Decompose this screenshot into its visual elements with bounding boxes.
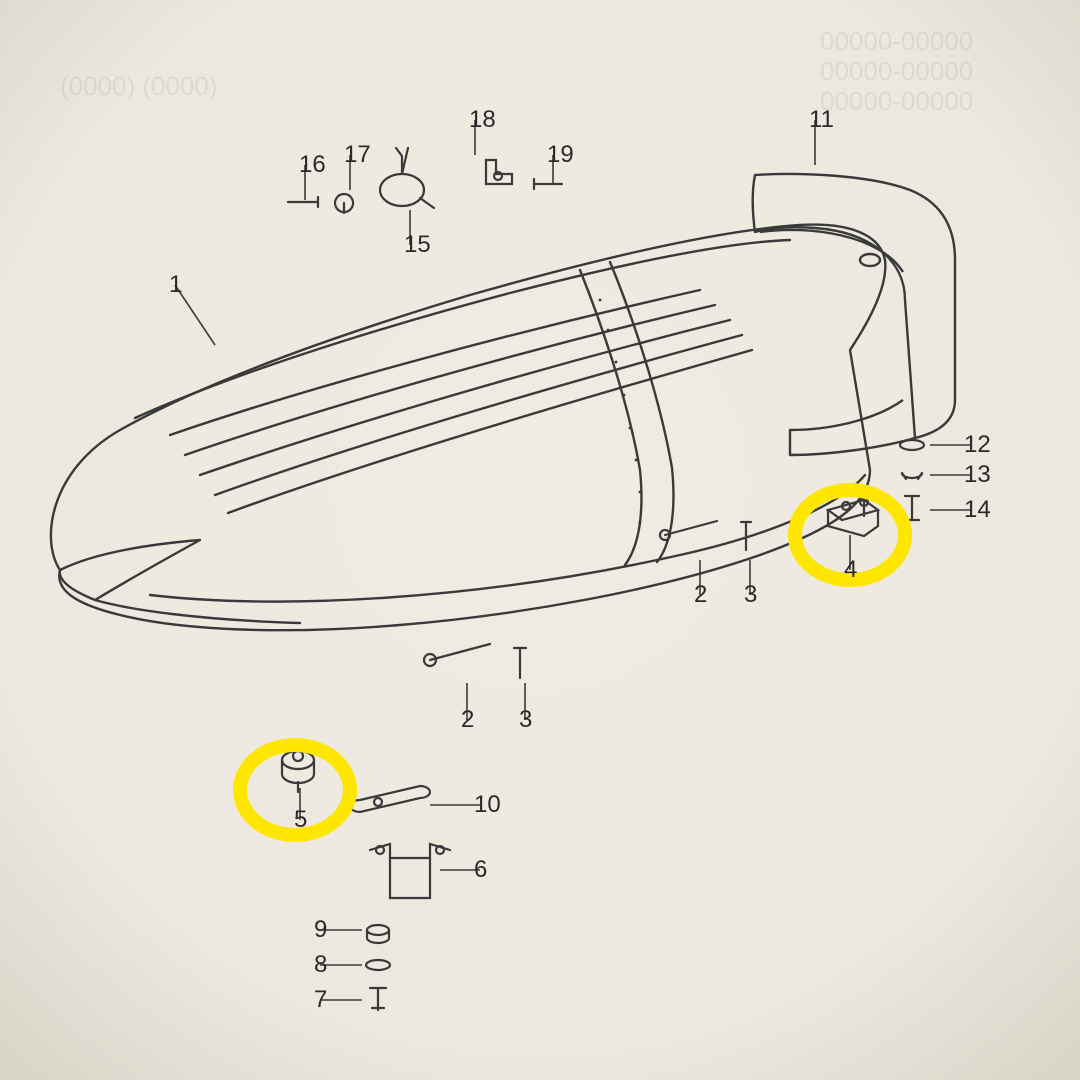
callout-3: 3 — [519, 708, 532, 732]
callout-1: 1 — [169, 273, 182, 297]
diagram-svg: 00000-00000 00000-00000 00000-00000 (000… — [0, 0, 1080, 1080]
svg-text:(0000) (0000): (0000) (0000) — [60, 71, 218, 101]
callout-7: 7 — [314, 988, 327, 1012]
callout-2: 2 — [461, 708, 474, 732]
svg-text:00000-00000: 00000-00000 — [820, 56, 973, 86]
callout-2b: 2 — [694, 583, 707, 607]
svg-text:00000-00000: 00000-00000 — [820, 26, 973, 56]
callout-16: 16 — [299, 153, 326, 177]
callout-14: 14 — [964, 498, 991, 522]
callout-3b: 3 — [744, 583, 757, 607]
callout-8: 8 — [314, 953, 327, 977]
callout-9: 9 — [314, 918, 327, 942]
parts-diagram: 00000-00000 00000-00000 00000-00000 (000… — [0, 0, 1080, 1080]
callout-15: 15 — [404, 233, 431, 257]
callout-5: 5 — [294, 808, 307, 832]
callout-17: 17 — [344, 143, 371, 167]
svg-text:00000-00000: 00000-00000 — [820, 86, 973, 116]
callout-11: 11 — [809, 108, 834, 132]
callout-12: 12 — [964, 433, 991, 457]
callout-19: 19 — [547, 143, 574, 167]
callout-10: 10 — [474, 793, 501, 817]
callout-6: 6 — [474, 858, 487, 882]
callout-13: 13 — [964, 463, 991, 487]
callout-18: 18 — [469, 108, 496, 132]
callout-4: 4 — [844, 558, 857, 582]
